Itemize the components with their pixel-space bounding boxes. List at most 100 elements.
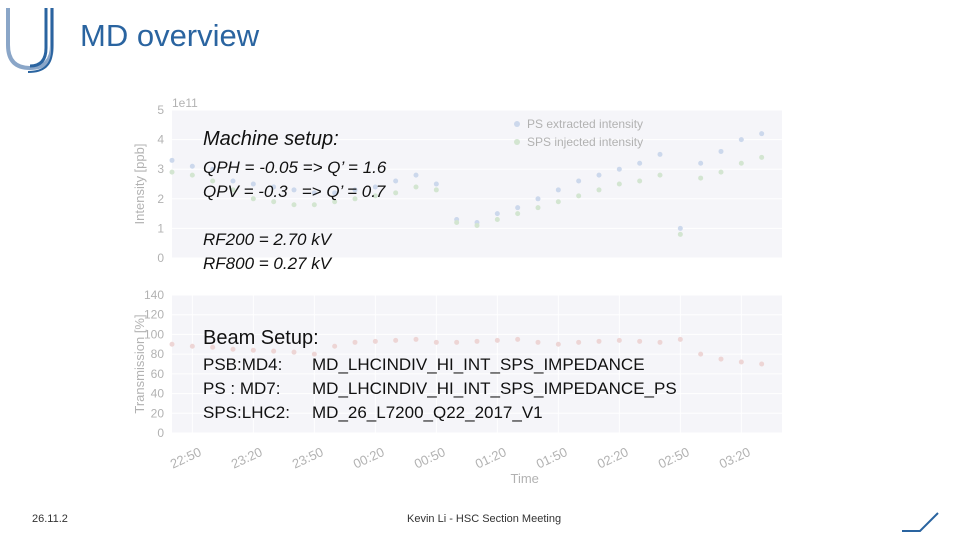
point [657,172,663,178]
point [494,211,500,217]
legend-label: SPS injected intensity [527,135,643,149]
y-tick-label: 0 [157,426,164,440]
point [393,190,399,196]
point [718,169,724,175]
point [413,184,419,190]
point [189,172,195,178]
point [555,341,561,347]
point [474,219,480,225]
y-tick-label: 120 [144,308,164,322]
footer-center: Kevin Li - HSC Section Meeting [407,513,562,525]
point [169,157,175,163]
point [230,346,236,352]
point [738,359,744,365]
point [759,361,765,367]
corner-mark [902,512,939,532]
y-tick-label: 40 [151,387,165,401]
point [555,187,561,193]
point [433,187,439,193]
point [271,184,277,190]
y-tick-label: 5 [157,103,164,117]
point [210,344,216,350]
point [189,343,195,349]
y-axis-label: Intensity [ppb] [132,144,147,225]
point [535,196,541,202]
point [189,163,195,169]
point [372,338,378,344]
point [210,178,216,184]
point [393,178,399,184]
point [352,187,358,193]
y-tick-label: 60 [151,367,165,381]
point [535,339,541,345]
point [393,337,399,343]
legend-marker [514,121,520,127]
charts: 0 1 2 3 4 5 Intensity [ppb] 1e11 PS extracted in… [132,96,782,486]
beam-value: MD_LHCINDIV_HI_INT_SPS_IMPEDANCE [312,355,645,374]
point [311,190,317,196]
x-tick-label: 23:50 [290,444,326,471]
point [230,187,236,193]
point [352,339,358,345]
point [616,337,622,343]
point [535,205,541,211]
point [271,348,277,354]
point [250,181,256,187]
machine-heading: Machine setup: [203,128,339,150]
point [677,336,683,342]
plot-area [172,295,782,433]
y-tick-label: 1 [157,221,164,235]
point [698,351,704,357]
legend-marker [514,139,520,145]
point [372,193,378,199]
point [657,151,663,157]
title: MD overview [80,18,260,53]
point [413,336,419,342]
point [576,178,582,184]
point [250,196,256,202]
beam-heading: Beam Setup: [203,327,319,349]
point [515,205,521,211]
x-tick-label: 23:20 [229,444,265,471]
point [576,339,582,345]
beam-value: MD_26_L7200_Q22_2017_V1 [312,403,543,422]
y-tick-label: 4 [157,133,164,147]
point [698,160,704,166]
x-tick-label: 22:50 [168,444,204,471]
y-tick-label: 100 [144,327,164,341]
point [596,172,602,178]
point [291,349,297,355]
point [515,336,521,342]
point [413,172,419,178]
point [454,219,460,225]
legend-label: PS extracted intensity [527,117,643,131]
point [250,347,256,353]
plot-area [172,110,782,258]
beam-label: PS : MD7: [203,379,281,398]
point [596,187,602,193]
point [677,231,683,237]
point [433,181,439,187]
x-tick-label: 01:50 [534,444,570,471]
point [169,169,175,175]
rf-line: RF200 = 2.70 kV [203,230,332,249]
logo [6,8,54,73]
point [311,202,317,208]
x-tick-label: 03:20 [717,444,753,471]
point [759,131,765,137]
point [332,190,338,196]
x-tick-label: 02:20 [595,444,631,471]
point [454,339,460,345]
beam-label: SPS:LHC2: [203,403,290,422]
rf-line: RF800 = 0.27 kV [203,254,332,273]
point [616,181,622,187]
offset-label: 1e11 [172,96,198,110]
x-tick-label: 00:50 [412,444,448,471]
point [210,166,216,172]
point [332,199,338,205]
point [616,166,622,172]
x-tick-label: 01:20 [473,444,509,471]
point [474,222,480,228]
point [718,148,724,154]
point [596,338,602,344]
